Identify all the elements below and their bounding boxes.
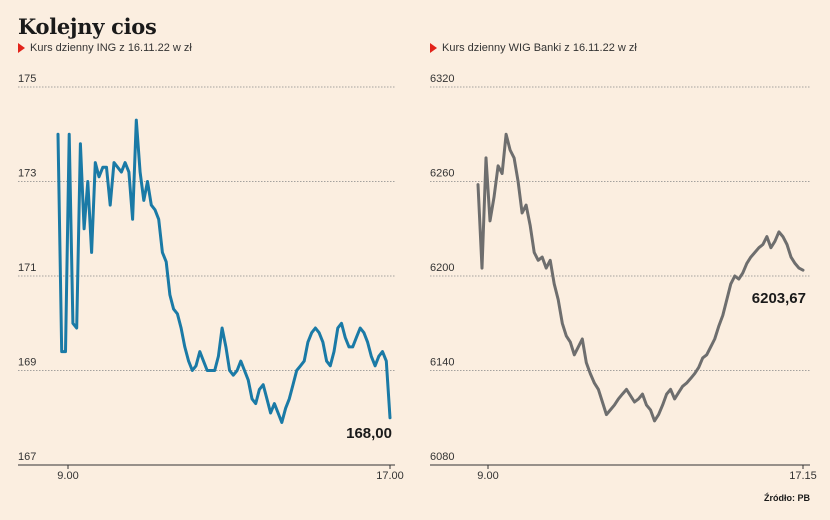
y-tick-label: 171 (18, 262, 36, 274)
y-tick-label: 175 (18, 73, 36, 85)
x-tick-label: 17.15 (789, 470, 817, 482)
series-line (56, 118, 392, 424)
y-tick-label: 6320 (430, 73, 454, 85)
x-tick-label: 17.00 (376, 470, 404, 482)
y-tick-label: 6260 (430, 168, 454, 180)
source-note: Źródło: PB (764, 493, 810, 503)
y-tick-label: 6080 (430, 451, 454, 463)
x-tick-label: 9.00 (57, 470, 78, 482)
y-tick-label: 6140 (430, 357, 454, 369)
subtitle-wig: Kurs dzienny WIG Banki z 16.11.22 w zł (430, 42, 637, 54)
y-tick-label: 6200 (430, 262, 454, 274)
last-value-label: 168,00 (346, 425, 392, 442)
x-tick-label: 9.00 (477, 470, 498, 482)
subtitle-wig-text: Kurs dzienny WIG Banki z 16.11.22 w zł (442, 42, 637, 54)
red-triangle-icon (430, 43, 437, 53)
series-line (476, 132, 805, 423)
subtitle-ing: Kurs dzienny ING z 16.11.22 w zł (18, 42, 192, 54)
subtitle-ing-text: Kurs dzienny ING z 16.11.22 w zł (30, 42, 192, 54)
red-triangle-icon (18, 43, 25, 53)
y-tick-label: 169 (18, 357, 36, 369)
last-value-label: 6203,67 (752, 290, 806, 307)
chart-title: Kolejny cios (18, 14, 157, 39)
y-tick-label: 167 (18, 451, 36, 463)
y-tick-label: 173 (18, 168, 36, 180)
